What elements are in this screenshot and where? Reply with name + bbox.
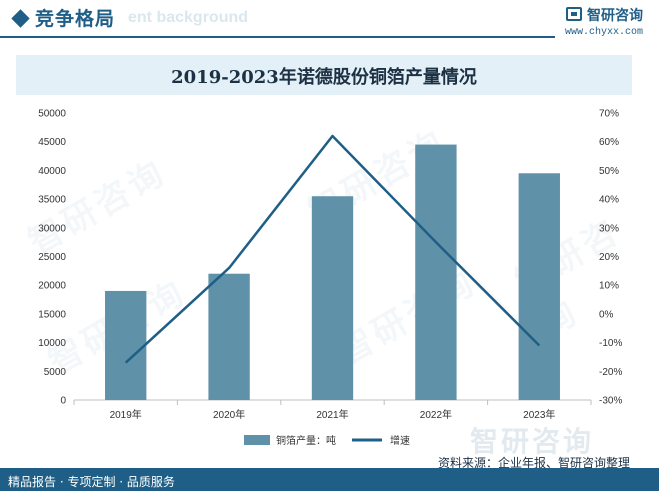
y-left-tick-label: 45000 xyxy=(38,137,66,148)
footer-bar: 精品报告 · 专项定制 · 品质服务 xyxy=(0,468,659,491)
bar xyxy=(311,196,354,400)
y-right-tick-label: 10% xyxy=(599,281,619,292)
header-divider xyxy=(0,36,555,38)
legend-swatch-bar xyxy=(244,435,270,445)
y-right-tick-label: 20% xyxy=(599,252,619,263)
bar xyxy=(208,273,250,400)
x-tick-label: 2019年 xyxy=(110,408,142,421)
x-tick-label: 2021年 xyxy=(316,408,348,421)
bar xyxy=(518,173,560,400)
chart-title: 2019-2023年诺德股份铜箔产量情况 xyxy=(171,67,477,88)
chart: 0 5000 10000 15000 20000 25000 30000 35000 40000… xyxy=(38,109,622,448)
legend-label-line: 增速 xyxy=(390,434,410,447)
diamond-icon xyxy=(11,9,30,28)
y-right-tick-label: 40% xyxy=(599,195,619,206)
y-left-tick-label: 35000 xyxy=(38,195,66,206)
chart-title-band: 2019-2023年诺德股份铜箔产量情况 xyxy=(16,55,632,95)
y-right-tick-label: 70% xyxy=(599,109,619,120)
y-left-tick-label: 40000 xyxy=(38,166,66,177)
y-left-tick-label: 30000 xyxy=(38,223,66,234)
footer-tagline: 精品报告 · 专项定制 · 品质服务 xyxy=(8,475,175,489)
watermark-logo: 智研咨询 xyxy=(470,425,595,458)
bar xyxy=(415,144,457,400)
x-tick-label: 2023年 xyxy=(523,408,555,421)
header-ghost-text: ent background xyxy=(128,9,249,26)
y-right-tick-label: -20% xyxy=(599,367,622,378)
y-right-tick-label: 30% xyxy=(599,223,619,234)
source-note: 资料来源：企业年报、智研咨询整理 xyxy=(438,456,631,470)
bar xyxy=(105,290,147,400)
y-left-tick-label: 0 xyxy=(60,396,66,407)
y-right-tick-label: 50% xyxy=(599,166,619,177)
page-title: 竞争格局 xyxy=(35,8,116,30)
y-right-tick-label: 60% xyxy=(599,137,619,148)
logo-name: 智研咨询 xyxy=(587,8,643,24)
logo-icon xyxy=(566,7,582,21)
y-left-tick-label: 20000 xyxy=(38,281,66,292)
page-header: 竞争格局 ent background 智研咨询 www.chyxx.com xyxy=(0,0,659,44)
logo-url: www.chyxx.com xyxy=(565,27,644,38)
x-tick-label: 2022年 xyxy=(420,408,452,421)
y-left-tick-label: 50000 xyxy=(38,109,66,120)
y-right-tick-label: 0% xyxy=(599,309,614,320)
y-left-tick-label: 5000 xyxy=(44,367,67,378)
y-right-tick-label: -10% xyxy=(599,338,622,349)
y-left-tick-label: 10000 xyxy=(38,338,66,349)
y-left-tick-label: 15000 xyxy=(38,309,66,320)
legend-label-bar: 铜箔产量：吨 xyxy=(276,434,336,447)
x-tick-label: 2020年 xyxy=(213,408,245,421)
y-right-tick-label: -30% xyxy=(599,396,622,407)
y-left-tick-label: 25000 xyxy=(38,252,66,263)
